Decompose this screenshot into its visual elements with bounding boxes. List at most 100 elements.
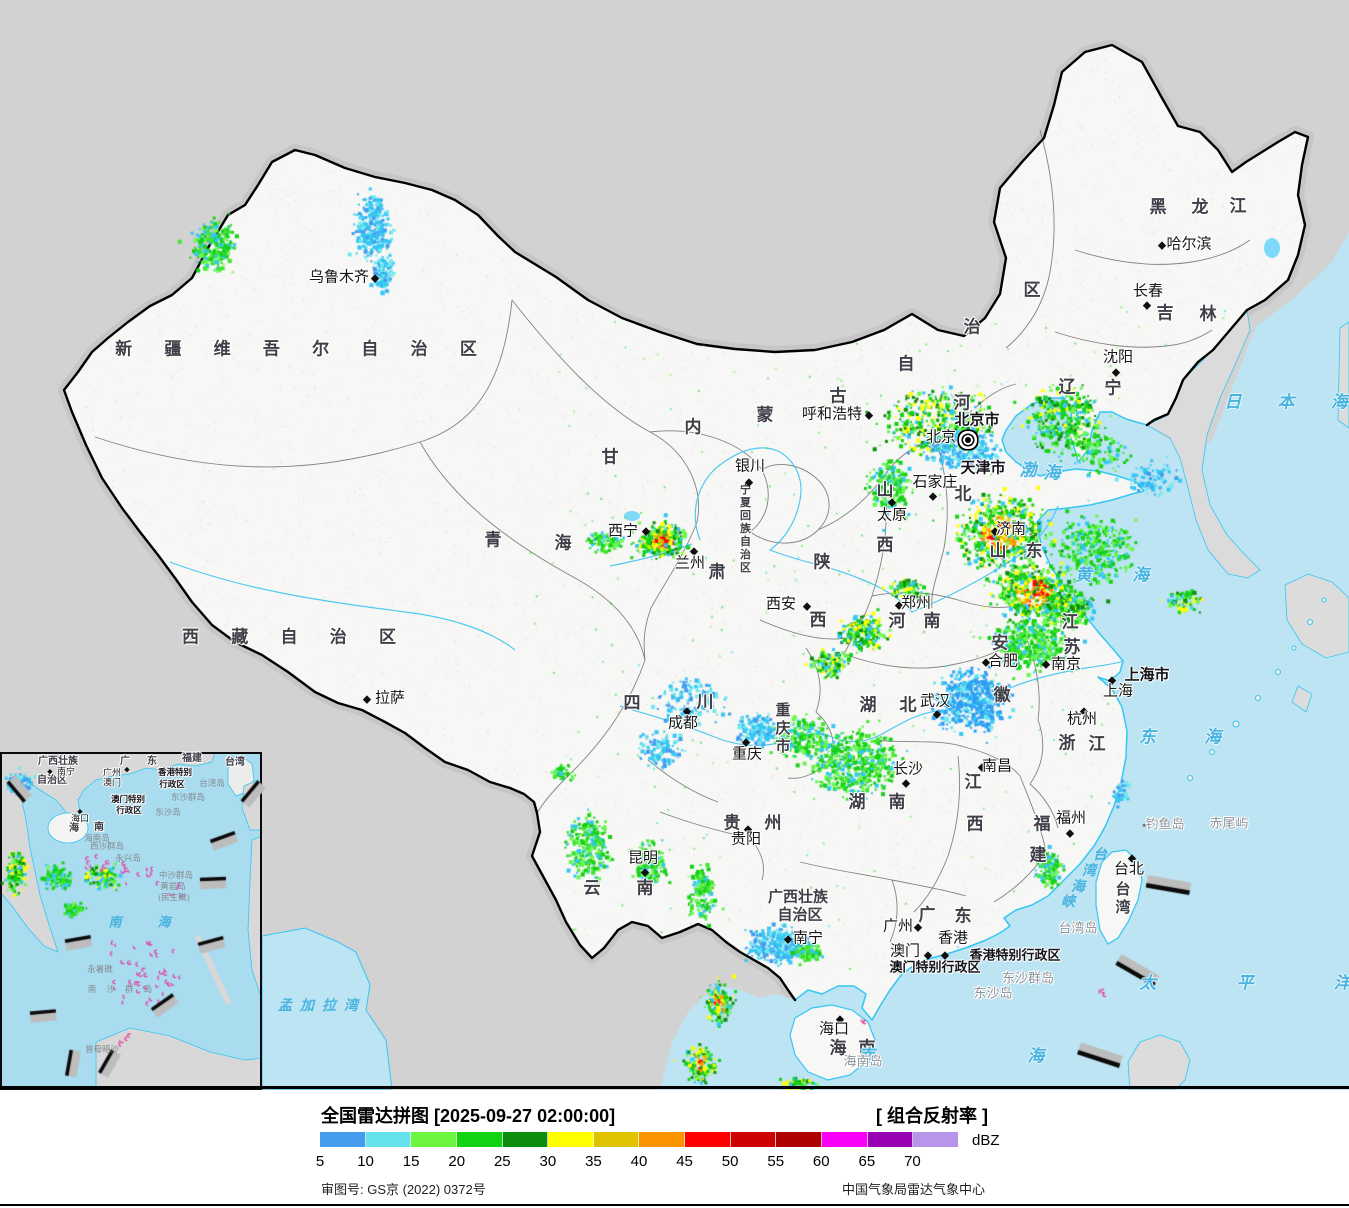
city-marker-icon: ◆ (977, 760, 987, 774)
map-label-prov: 甘 (601, 447, 619, 467)
legend-color-step (502, 1132, 549, 1147)
map-labels-layer: 新 疆 维 吾 尔 自 治 区西 藏 自 治 区青海甘肃内蒙古自治区宁夏回族自治… (37, 197, 1349, 1069)
city-label: 杭州 (1066, 711, 1098, 728)
map-label-prov: 四 (623, 693, 641, 713)
map-label-isl: 台湾岛 (1058, 920, 1098, 936)
legend-color-step (867, 1132, 914, 1147)
city-marker-icon: ◆ (362, 692, 372, 706)
city-marker-icon: ◆ (894, 598, 904, 612)
map-label-isl: 海南岛 (843, 1053, 883, 1069)
dbz-unit-label: dBZ (972, 1132, 1000, 1149)
city-marker-icon: ◆ (689, 544, 699, 558)
legend-color-step (456, 1132, 503, 1147)
city-label: 郑州 (900, 595, 932, 612)
city-marker-icon: ◆ (640, 865, 650, 879)
city-label: 长春 (1132, 283, 1164, 300)
city-label: 广州 (882, 918, 914, 935)
map-label-prov: 陕 (813, 552, 831, 572)
city-label: 南京 (1050, 656, 1082, 673)
city-marker-icon: ◆ (744, 475, 754, 489)
map-label-prov: 安 (991, 633, 1009, 653)
map-label-prov: 云 (583, 878, 601, 898)
city-label: 济南 (995, 521, 1027, 538)
city-marker-icon: ◆ (1111, 365, 1121, 379)
inset-label-i-prov: 广 (120, 756, 130, 767)
inset-label-i-isl: 东沙岛 (155, 806, 181, 817)
city-marker-icon: ◆ (682, 704, 692, 718)
dbz-scale-value: 25 (493, 1153, 511, 1170)
city-label: 太原 (876, 507, 908, 524)
map-label-prov2: 广西壮族 (767, 889, 829, 906)
dbz-scale-value: 65 (858, 1153, 876, 1170)
city-label: 银川 (734, 458, 766, 475)
map-label-sea2: 海 (1071, 880, 1085, 895)
map-label-prov: 林 (1199, 304, 1217, 324)
map-label-sea: 南 海 (857, 1046, 1093, 1066)
map-label-prov: 古 (829, 386, 847, 406)
city-label: 乌鲁木齐 (308, 269, 370, 286)
map-label-sea: 太 平 洋 (1139, 973, 1349, 993)
city-label: 西安 (765, 596, 797, 613)
inset-label-i-isl: 海南岛 (84, 832, 110, 843)
city-label: 南昌 (981, 758, 1013, 775)
map-label-prov: 东 (1025, 541, 1043, 561)
inset-label-i-sea: 海 (157, 914, 171, 930)
inset-label-i-city: 广州 (102, 767, 122, 778)
map-label-prov: 山 (989, 541, 1007, 561)
dbz-scale-value: 20 (448, 1153, 466, 1170)
map-label-prov: 龙 (1191, 197, 1209, 217)
dbz-scale-value: 5 (315, 1153, 325, 1170)
inset-label-i-isl: 南 沙 群 岛 (87, 983, 157, 994)
city-marker-icon: ◆ (913, 920, 923, 934)
map-label-muni: 天津市 (960, 460, 1006, 477)
map-label-sar: 澳门特别行政区 (889, 959, 981, 975)
map-label-muni: 上海市 (1124, 667, 1170, 684)
legend-color-step (548, 1132, 594, 1147)
inset-label-i-sar: 澳门特别 (110, 793, 146, 804)
map-label-isl: 赤尾屿 (1209, 815, 1249, 831)
map-label-prov: 南 (858, 1038, 876, 1058)
map-label-prov: 北 (954, 484, 972, 504)
map-label-muni: 北京市 (954, 412, 1000, 429)
map-label-prov: 西 (809, 610, 827, 630)
inset-label-i-prov: 南 (94, 822, 104, 833)
map-label-sea: 日 本 海 (1224, 392, 1348, 412)
map-label-prov: 区 (1023, 280, 1041, 300)
map-label-prov: 宁 (1104, 378, 1122, 398)
map-label-prov: 西 (966, 814, 984, 834)
inset-label-i-sar: 香港特别 (157, 766, 193, 777)
inset-label-i-isl: 中沙群岛 (158, 869, 194, 880)
legend-credit: 中国气象局雷达气象中心 (841, 1182, 985, 1197)
map-label-prov2: 自治区 (777, 907, 823, 924)
city-label: 北京 (925, 429, 957, 446)
map-label-prov: 东 (954, 906, 972, 926)
dbz-scale-values: 5 10 15 20 25 30 35 40 45 50 55 60 65 70 (316, 1153, 1000, 1171)
legend-color-step (639, 1132, 686, 1147)
map-label-prov: 江 (1088, 734, 1106, 754)
inset-label-i-prov: 自治区 (37, 775, 67, 786)
map-label-sea: 东 海 (1138, 727, 1244, 747)
city-label: 石家庄 (912, 474, 958, 491)
map-label-prov: 河 (953, 393, 971, 413)
map-label-prov: 南 (636, 878, 654, 898)
inset-label-i-prov: 福建 (182, 753, 202, 764)
city-marker-icon: ◆ (940, 948, 950, 962)
inset-label-i-isl: 曾母暗沙 (84, 1043, 120, 1054)
city-label: 哈尔滨 (1166, 236, 1212, 253)
city-label: 贵阳 (730, 831, 762, 848)
map-label-prov: 肃 (708, 562, 726, 582)
map-label-prov: 山 (876, 480, 894, 500)
map-label-prov: 江 (964, 772, 982, 792)
dbz-scale-value: 70 (904, 1153, 921, 1170)
map-label-prov: 河 (888, 611, 906, 631)
dbz-scale-value: 40 (630, 1153, 648, 1170)
map-label-prov: 青 (484, 530, 502, 550)
map-label-prov: 西 藏 自 治 区 (182, 627, 410, 647)
map-label-sea: 海 (1043, 463, 1061, 483)
map-label-prov: 广 (918, 905, 936, 925)
inset-label-i-sar: 行政区 (116, 804, 142, 815)
map-label-sea2: 湾 (1082, 864, 1096, 879)
city-marker-icon: ◆ (1157, 238, 1167, 252)
city-marker-icon: ◆ (1079, 704, 1089, 718)
city-marker-icon: ◆ (1041, 657, 1051, 671)
